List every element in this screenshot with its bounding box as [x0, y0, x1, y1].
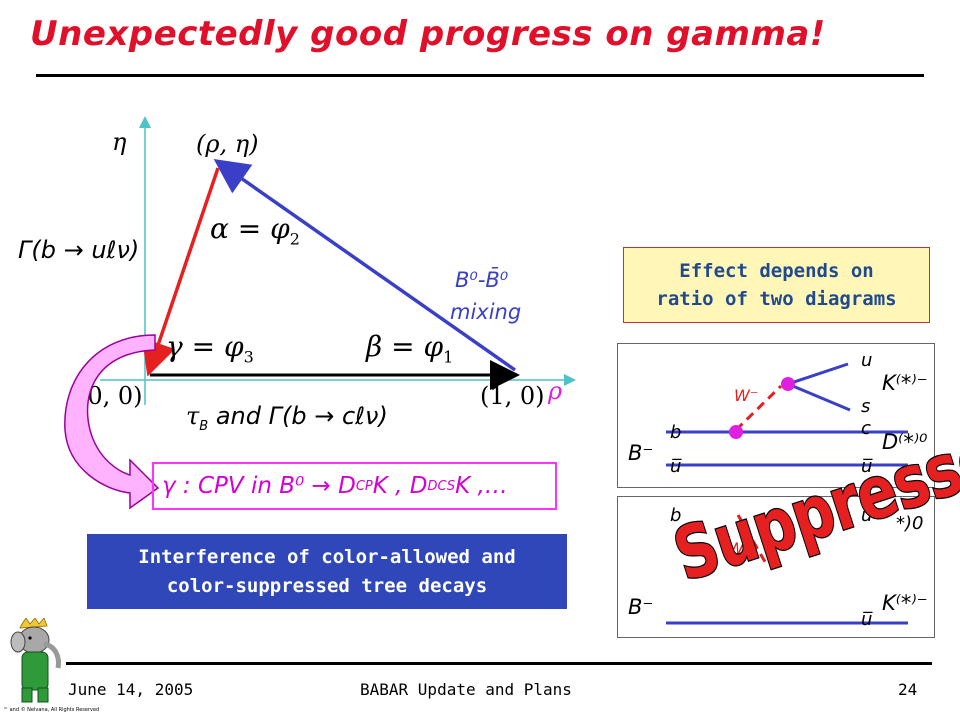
allowed-b-label: b	[670, 422, 682, 443]
effect-line2: ratio of two diagrams	[656, 288, 897, 310]
suppressed-b-label: b	[670, 505, 682, 526]
footer-rule	[66, 662, 932, 665]
suppressed-ubar-label: u̅	[861, 609, 873, 630]
interference-box: Interference of color-allowed and color-…	[87, 534, 567, 609]
eta-axis-label: η	[112, 128, 127, 156]
cpv-mid: K , D	[372, 473, 428, 499]
vub-side-line	[142, 167, 220, 377]
allowed-W-label: W⁻	[734, 386, 759, 405]
feynman-diagram-allowed: b u̅ B⁻ W⁻ u s c u̅ K⁽*⁾⁻ D⁽*⁾⁰	[617, 343, 935, 488]
unit-point-label: (1, 0)	[480, 382, 545, 410]
allowed-D-label: D⁽*⁾⁰	[882, 430, 928, 454]
cpv-text: γ : CPV in B⁰ → D	[162, 473, 356, 499]
effect-line1: Effect depends on	[679, 260, 874, 282]
alpha-angle-label: α = φ2	[210, 212, 300, 249]
beta-angle-label: β = φ1	[366, 330, 453, 367]
suppressed-W-label: W⁻	[728, 539, 753, 558]
allowed-ubar-right-label: u̅	[861, 456, 873, 477]
gamma-text: γ = φ	[166, 330, 244, 363]
suppressed-D-partial-label: *)0	[896, 513, 924, 534]
allowed-K-label: K⁽*⁾⁻	[882, 371, 928, 395]
babar-logo	[10, 618, 61, 703]
base-side-label: τB and Γ(b → cℓν)	[186, 402, 388, 434]
gamma-sub: 3	[243, 347, 254, 367]
allowed-B-label: B⁻	[628, 441, 654, 465]
footer-date: June 14, 2005	[68, 680, 194, 699]
beta-sub: 1	[443, 347, 454, 367]
suppressed-B-label: B⁻	[628, 595, 654, 619]
tau-sub: B	[199, 418, 209, 434]
title-underline	[36, 74, 924, 77]
allowed-u-label: u	[861, 350, 873, 371]
feynman-suppressed-lines	[666, 514, 908, 625]
tau-text: τ	[186, 402, 200, 430]
gamma-angle-label: γ = φ3	[166, 330, 254, 367]
feynman-diagram-suppressed: b B⁻ W⁻ u *)0 u̅ K⁽*⁾⁻ Suppressed	[617, 400, 960, 638]
curved-arrow	[64, 334, 160, 510]
logo-caption: ™ and © Nelvana, All Rights Reserved	[3, 707, 100, 713]
apex-label: (ρ, η)	[196, 130, 259, 158]
alpha-text: α = φ	[210, 212, 290, 245]
cpv-box: γ : CPV in B⁰ → D CP K , D DCS K ,…	[152, 462, 557, 510]
interference-line2: color-suppressed tree decays	[166, 574, 488, 597]
feynman-allowed-lines	[666, 362, 908, 467]
vub-side-label: Γ(b → uℓν)	[18, 236, 140, 264]
cpv-tail: K ,…	[455, 473, 508, 499]
mixing-label-line1: B⁰-B̄⁰	[455, 268, 509, 292]
base-rest-text: and Γ(b → cℓν)	[208, 402, 388, 430]
suppressed-u-label: u	[861, 505, 873, 526]
unitarity-triangle-diagram	[100, 116, 576, 405]
alpha-sub: 2	[289, 229, 300, 249]
cpv-sub1: CP	[355, 478, 373, 494]
beta-text: β = φ	[366, 330, 444, 363]
slide-title: Unexpectedly good progress on gamma!	[30, 14, 826, 54]
interference-line1: Interference of color-allowed and	[138, 545, 516, 568]
allowed-s-label: s	[861, 396, 871, 417]
footer-page: 24	[898, 680, 918, 699]
cpv-sub2: DCS	[427, 478, 456, 494]
footer-center: BABAR Update and Plans	[360, 680, 572, 699]
mixing-side-line	[213, 158, 517, 372]
rho-axis-label: ρ	[548, 377, 563, 405]
suppressed-K-label: K⁽*⁾⁻	[882, 591, 928, 615]
allowed-ubar-label: u̅	[670, 456, 682, 477]
effect-box: Effect depends on ratio of two diagrams	[623, 247, 930, 323]
mixing-label-line2: mixing	[450, 300, 522, 324]
allowed-c-label: c	[861, 418, 871, 439]
